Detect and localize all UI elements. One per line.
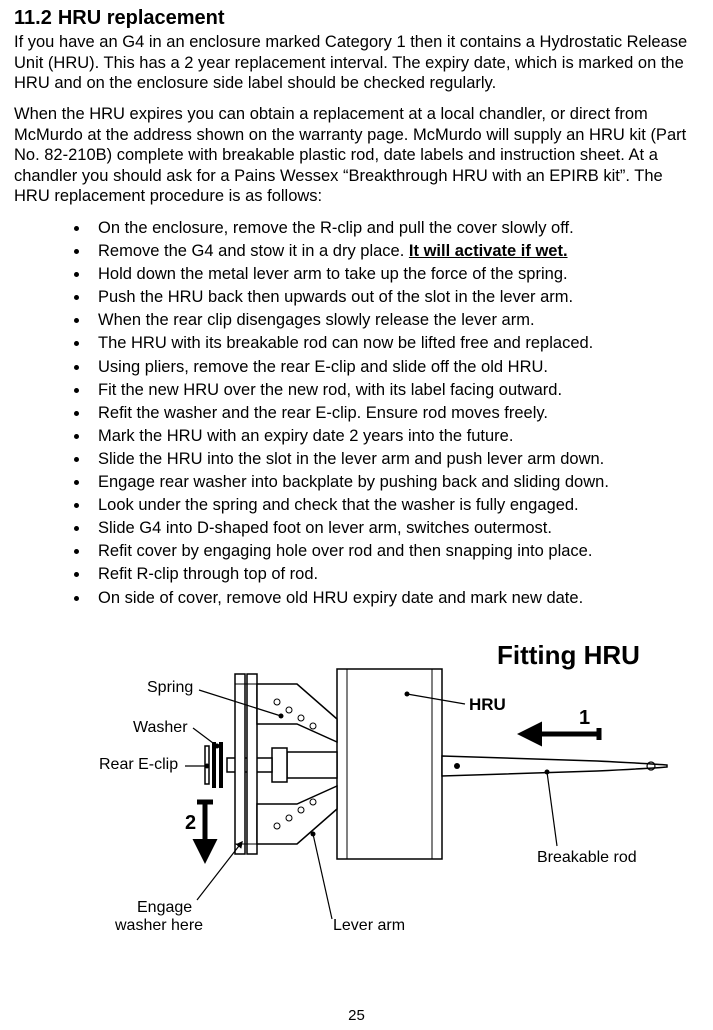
list-item: Push the HRU back then upwards out of th… <box>90 286 699 309</box>
paragraph-2: When the HRU expires you can obtain a re… <box>14 104 699 207</box>
list-item-text: Engage rear washer into backplate by pus… <box>98 473 609 491</box>
list-item-text: Mark the HRU with an expiry date 2 years… <box>98 427 513 445</box>
list-item: Engage rear washer into backplate by pus… <box>90 471 699 494</box>
fitting-hru-diagram: Fitting HRU <box>37 624 677 984</box>
list-item: Refit R-clip through top of rod. <box>90 563 699 586</box>
list-item: Refit cover by engaging hole over rod an… <box>90 540 699 563</box>
label-lever-arm: Lever arm <box>333 917 405 934</box>
page-number: 25 <box>0 1007 713 1024</box>
list-item: Slide the HRU into the slot in the lever… <box>90 448 699 471</box>
list-item-text: Using pliers, remove the rear E-clip and… <box>98 358 548 376</box>
list-item-text: On side of cover, remove old HRU expiry … <box>98 589 583 607</box>
label-rear-eclip: Rear E-clip <box>99 756 178 773</box>
label-washer: Washer <box>133 719 188 736</box>
list-item: On side of cover, remove old HRU expiry … <box>90 587 699 610</box>
label-breakable-rod: Breakable rod <box>537 849 637 866</box>
diagram-title: Fitting HRU <box>497 640 640 670</box>
diagram: Fitting HRU <box>14 624 699 984</box>
list-item: Using pliers, remove the rear E-clip and… <box>90 356 699 379</box>
list-item: Refit the washer and the rear E-clip. En… <box>90 402 699 425</box>
list-item-text: The HRU with its breakable rod can now b… <box>98 334 593 352</box>
list-item-text: Refit R-clip through top of rod. <box>98 565 318 583</box>
diagram-step-1: 1 <box>579 707 590 729</box>
list-item: Fit the new HRU over the new rod, with i… <box>90 379 699 402</box>
list-item-text: Refit the washer and the rear E-clip. En… <box>98 404 548 422</box>
list-item: Mark the HRU with an expiry date 2 years… <box>90 425 699 448</box>
diagram-step-2: 2 <box>185 812 196 834</box>
label-spring: Spring <box>147 679 193 696</box>
list-item: When the rear clip disengages slowly rel… <box>90 309 699 332</box>
bullet-list: On the enclosure, remove the R-clip and … <box>62 217 699 610</box>
list-item: Remove the G4 and stow it in a dry place… <box>90 240 699 263</box>
list-item-text: Push the HRU back then upwards out of th… <box>98 288 573 306</box>
list-item-emphasis: It will activate if wet. <box>409 242 568 260</box>
list-item: On the enclosure, remove the R-clip and … <box>90 217 699 240</box>
section-heading: 11.2 HRU replacement <box>14 6 699 30</box>
list-item: Hold down the metal lever arm to take up… <box>90 263 699 286</box>
list-item-text: Hold down the metal lever arm to take up… <box>98 265 568 283</box>
list-item-text: Fit the new HRU over the new rod, with i… <box>98 381 562 399</box>
list-item-text: Look under the spring and check that the… <box>98 496 579 514</box>
section-title: HRU replacement <box>58 7 225 29</box>
list-item: Slide G4 into D-shaped foot on lever arm… <box>90 517 699 540</box>
section-number: 11.2 <box>14 6 52 30</box>
list-item-text: Remove the G4 and stow it in a dry place… <box>98 242 409 260</box>
list-item-text: Slide G4 into D-shaped foot on lever arm… <box>98 519 552 537</box>
list-item: Look under the spring and check that the… <box>90 494 699 517</box>
page: 11.2 HRU replacement If you have an G4 in… <box>0 0 713 1030</box>
label-hru: HRU <box>469 695 506 714</box>
list-item: The HRU with its breakable rod can now b… <box>90 332 699 355</box>
list-item-text: On the enclosure, remove the R-clip and … <box>98 219 574 237</box>
list-item-text: When the rear clip disengages slowly rel… <box>98 311 535 329</box>
list-item-text: Refit cover by engaging hole over rod an… <box>98 542 592 560</box>
paragraph-1: If you have an G4 in an enclosure marked… <box>14 32 699 94</box>
label-engage-2: washer here <box>114 917 203 934</box>
list-item-text: Slide the HRU into the slot in the lever… <box>98 450 604 468</box>
label-engage-1: Engage <box>137 899 192 916</box>
